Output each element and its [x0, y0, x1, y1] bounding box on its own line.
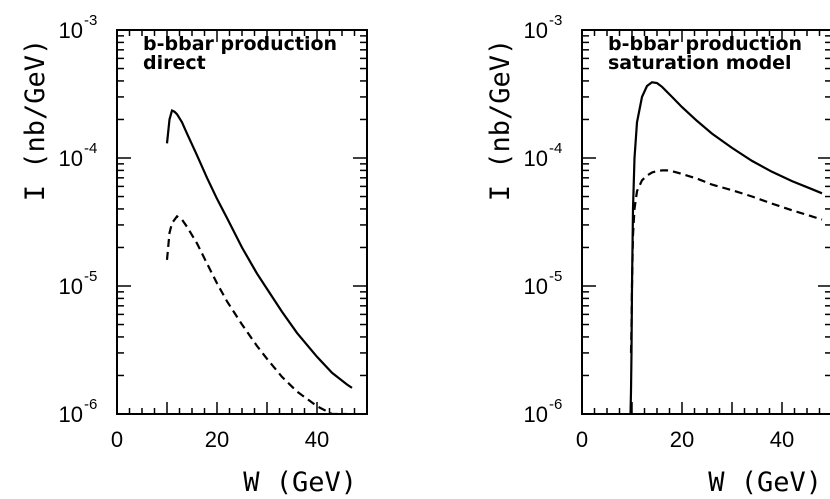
y-tick-exponent: -3: [549, 12, 562, 29]
y-tick-label: 10: [524, 146, 548, 171]
annotation-line-1: b-bbar production: [143, 33, 337, 55]
y-tick-label: 10: [59, 18, 83, 43]
y-tick-label: 10: [59, 402, 83, 427]
x-tick-label: 40: [770, 427, 794, 452]
x-tick-label: 0: [111, 427, 123, 452]
y-tick-exponent: -5: [549, 268, 562, 285]
y-tick-label: 10: [524, 18, 548, 43]
x-tick-label: 40: [305, 427, 329, 452]
x-tick-label: 0: [576, 427, 588, 452]
annotation-line-1: b-bbar production: [608, 33, 802, 55]
y-tick-label: 10: [59, 274, 83, 299]
y-tick-label: 10: [524, 402, 548, 427]
y-tick-exponent: -3: [84, 12, 97, 29]
y-tick-exponent: -4: [84, 140, 97, 157]
y-tick-exponent: -4: [549, 140, 562, 157]
y-tick-exponent: -5: [84, 268, 97, 285]
plot-frame: [581, 29, 830, 415]
y-tick-exponent: -6: [84, 396, 97, 413]
series-solid-line: [629, 81, 823, 414]
x-tick-label: 20: [670, 427, 694, 452]
x-axis-title: W (GeV): [708, 467, 822, 498]
series-solid-line: [165, 108, 353, 389]
annotation-line-2: direct: [143, 52, 206, 74]
series-dashed-line: [629, 169, 823, 353]
annotation-line-2: saturation model: [608, 52, 792, 74]
y-axis-title: I (nb/GeV): [20, 39, 51, 202]
plot-frame: [116, 29, 368, 415]
y-tick-exponent: -6: [549, 396, 562, 413]
series-dashed-line: [165, 214, 347, 414]
x-tick-label: 20: [205, 427, 229, 452]
y-tick-label: 10: [524, 274, 548, 299]
y-tick-label: 10: [59, 146, 83, 171]
y-axis-title: I (nb/GeV): [485, 39, 516, 202]
x-axis-title: W (GeV): [243, 467, 357, 498]
